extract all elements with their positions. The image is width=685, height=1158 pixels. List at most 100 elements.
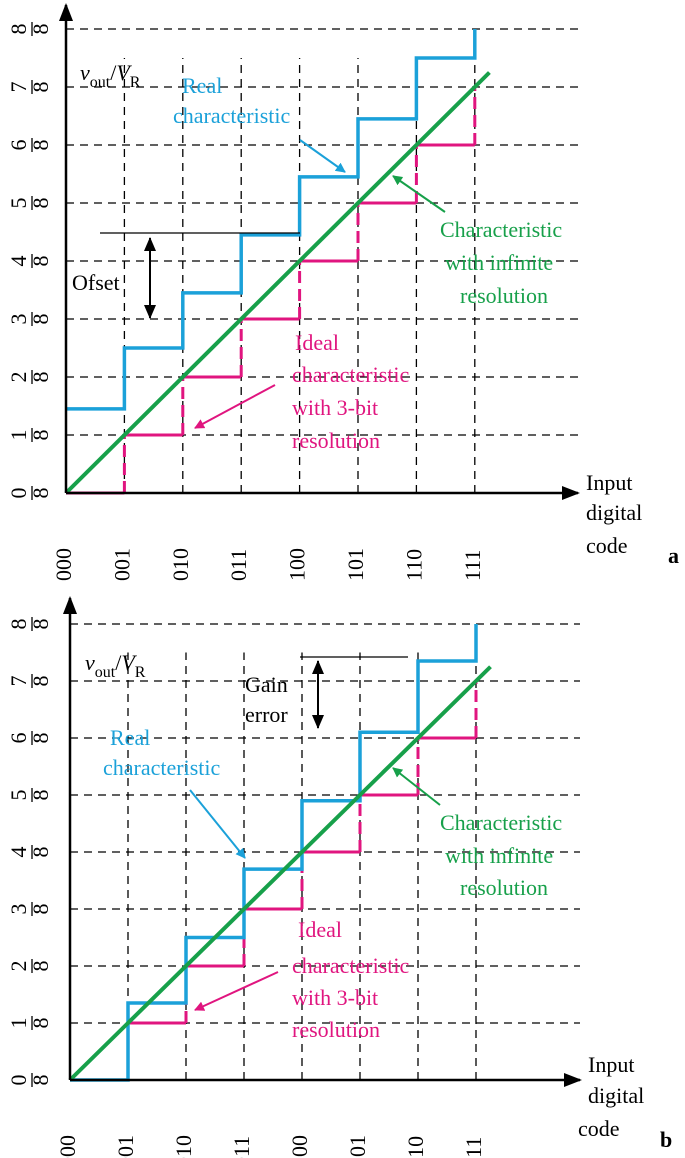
denominator: 8 bbox=[28, 256, 53, 267]
denominator: 8 bbox=[28, 140, 53, 151]
numerator: 6 bbox=[6, 140, 31, 151]
y-tick-label: 58 bbox=[6, 196, 53, 210]
denominator: 8 bbox=[28, 904, 53, 915]
numerator: 1 bbox=[6, 430, 31, 441]
y-axis-label: vout/VR bbox=[85, 650, 146, 681]
ideal-label: with 3-bit bbox=[292, 985, 378, 1010]
y-tick-label: 38 bbox=[6, 312, 53, 326]
infinite-label: with infinite bbox=[445, 843, 553, 868]
x-tick-label: 010 bbox=[168, 548, 193, 581]
y-tick-label: 68 bbox=[6, 731, 53, 745]
denominator: 8 bbox=[28, 847, 53, 858]
y-axis-label-part: out bbox=[95, 664, 116, 681]
y-tick-label: 38 bbox=[6, 902, 53, 916]
numerator: 6 bbox=[6, 733, 31, 744]
denominator: 8 bbox=[28, 733, 53, 744]
y-axis-label-part: V bbox=[121, 650, 137, 675]
numerator: 4 bbox=[6, 256, 31, 267]
denominator: 8 bbox=[28, 82, 53, 93]
error-label: error bbox=[245, 702, 288, 727]
ideal-arrow bbox=[194, 971, 279, 1011]
numerator: 1 bbox=[6, 1018, 31, 1029]
denominator: 8 bbox=[28, 619, 53, 630]
x-tick-label: 000 bbox=[55, 1135, 80, 1158]
y-tick-label: 58 bbox=[6, 788, 53, 802]
y-axis-label-part: / bbox=[110, 60, 117, 85]
error-label: Ofset bbox=[72, 270, 120, 295]
y-axis-label-part: v bbox=[85, 650, 95, 675]
real-arrow bbox=[299, 139, 346, 173]
infinite-label: Characteristic bbox=[440, 217, 562, 242]
x-axis-label: digital bbox=[586, 500, 642, 525]
numerator: 2 bbox=[6, 961, 31, 972]
panel-label: b bbox=[660, 1127, 672, 1152]
ideal-label: Ideal bbox=[295, 330, 339, 355]
x-tick-label: 100 bbox=[287, 1135, 312, 1158]
numerator: 7 bbox=[6, 82, 31, 93]
x-tick-label: 011 bbox=[229, 1136, 254, 1158]
numerator: 0 bbox=[6, 488, 31, 499]
ideal-label: characteristic bbox=[292, 953, 409, 978]
x-axis-label: digital bbox=[588, 1083, 644, 1108]
y-axis-label-part: R bbox=[130, 74, 141, 91]
x-axis-label: Input bbox=[586, 470, 632, 495]
denominator: 8 bbox=[28, 1075, 53, 1086]
y-tick-label: 88 bbox=[6, 22, 53, 36]
y-tick-label: 28 bbox=[6, 959, 53, 973]
numerator: 7 bbox=[6, 676, 31, 687]
numerator: 3 bbox=[6, 314, 31, 325]
x-tick-label: 001 bbox=[109, 548, 134, 581]
x-tick-label: 010 bbox=[171, 1135, 196, 1158]
x-tick-label: 011 bbox=[226, 549, 251, 581]
error-label: Gain bbox=[245, 672, 288, 697]
infinite-characteristic bbox=[68, 665, 492, 1082]
denominator: 8 bbox=[28, 372, 53, 383]
x-tick-label: 101 bbox=[343, 548, 368, 581]
y-tick-label: 08 bbox=[6, 486, 53, 500]
infinite-characteristic bbox=[64, 71, 491, 495]
panel-label: a bbox=[668, 543, 679, 568]
infinite-arrow bbox=[392, 175, 446, 213]
numerator: 4 bbox=[6, 847, 31, 858]
x-axis-label: Input bbox=[588, 1052, 634, 1077]
ideal-label: resolution bbox=[292, 428, 380, 453]
numerator: 8 bbox=[6, 24, 31, 35]
ideal-label: resolution bbox=[292, 1017, 380, 1042]
x-tick-label: 110 bbox=[403, 1136, 428, 1158]
y-tick-label: 18 bbox=[6, 428, 53, 442]
x-tick-label: 101 bbox=[345, 1135, 370, 1158]
y-tick-label: 08 bbox=[6, 1073, 53, 1087]
x-tick-label: 001 bbox=[113, 1135, 138, 1158]
infinite-label: resolution bbox=[460, 875, 548, 900]
y-axis-label-part: / bbox=[115, 650, 122, 675]
denominator: 8 bbox=[28, 24, 53, 35]
ideal-label: characteristic bbox=[292, 362, 409, 387]
y-tick-label: 28 bbox=[6, 370, 53, 384]
real-label: Real bbox=[182, 73, 222, 98]
denominator: 8 bbox=[28, 676, 53, 687]
numerator: 0 bbox=[6, 1075, 31, 1086]
y-tick-label: 78 bbox=[6, 80, 53, 94]
denominator: 8 bbox=[28, 961, 53, 972]
real-label: Real bbox=[110, 725, 150, 750]
real-label: characteristic bbox=[173, 103, 290, 128]
x-tick-label: 111 bbox=[461, 1137, 486, 1158]
y-tick-label: 88 bbox=[6, 617, 53, 631]
denominator: 8 bbox=[28, 1018, 53, 1029]
y-axis-label: vout/VR bbox=[80, 60, 141, 91]
ideal-arrow bbox=[194, 384, 276, 429]
denominator: 8 bbox=[28, 314, 53, 325]
x-tick-label: 100 bbox=[285, 548, 310, 581]
real-characteristic bbox=[66, 29, 477, 411]
y-axis-label-part: V bbox=[116, 60, 132, 85]
y-tick-label: 48 bbox=[6, 845, 53, 859]
numerator: 8 bbox=[6, 619, 31, 630]
y-axis-label-part: out bbox=[90, 74, 111, 91]
y-axis-label-part: R bbox=[135, 664, 146, 681]
denominator: 8 bbox=[28, 790, 53, 801]
denominator: 8 bbox=[28, 198, 53, 209]
y-axis-label-part: v bbox=[80, 60, 90, 85]
